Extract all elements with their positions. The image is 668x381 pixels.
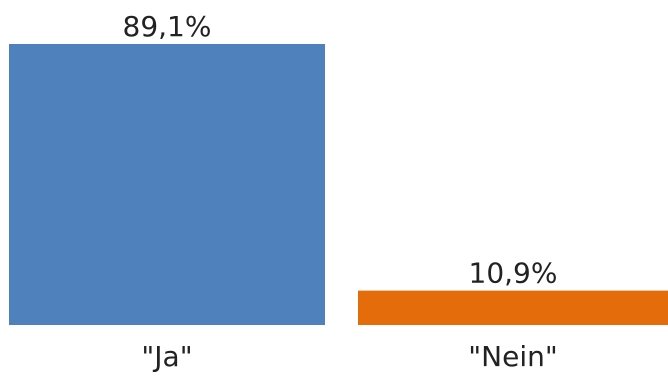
data-label-0: 89,1%	[123, 10, 212, 43]
bar-0	[9, 44, 325, 325]
category-label-0: "Ja"	[141, 340, 192, 373]
bar-1	[358, 290, 668, 325]
data-label-1: 10,9%	[469, 257, 558, 290]
category-label-1: "Nein"	[468, 340, 557, 373]
